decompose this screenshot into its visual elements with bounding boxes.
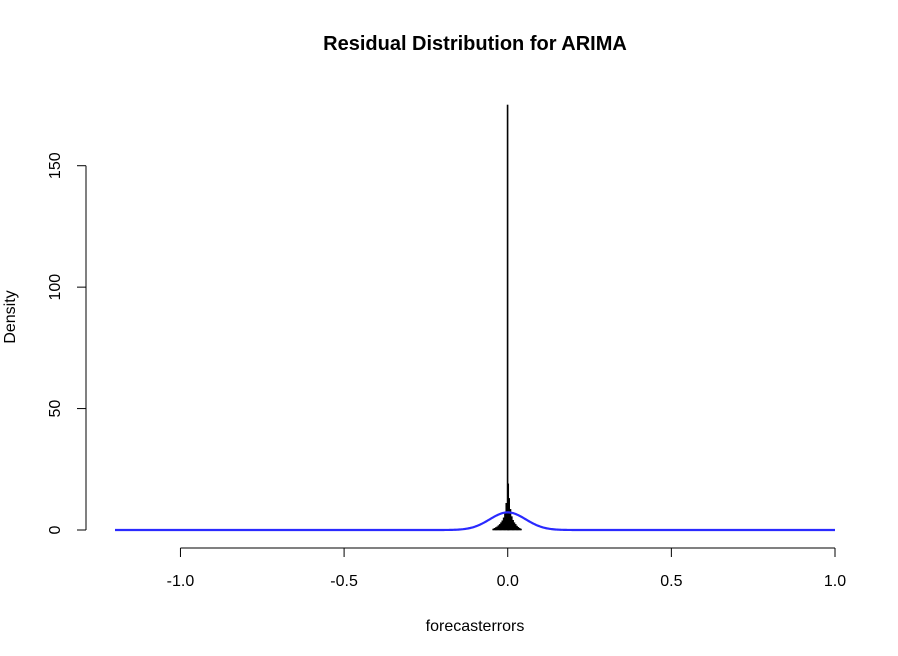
y-axis-tick-label: 150 [47, 152, 64, 179]
x-axis-label: forecasterrors [426, 618, 525, 635]
y-axis: 0 50 100 150 [47, 152, 87, 534]
y-axis-tick-label: 0 [47, 525, 64, 534]
x-axis-tick-label: -0.5 [330, 573, 358, 590]
y-axis-label: Density [2, 290, 19, 343]
x-axis-tick-label: 1.0 [824, 573, 846, 590]
chart-title: Residual Distribution for ARIMA [323, 33, 627, 55]
x-axis-tick-label: 0.0 [497, 573, 519, 590]
normal-density-curve [115, 511, 835, 532]
y-axis-tick-label: 100 [47, 274, 64, 301]
y-axis-tick-label: 50 [47, 400, 64, 418]
histogram-bar [519, 528, 522, 531]
x-axis-tick-label: -1.0 [167, 573, 195, 590]
x-axis: -1.0 -0.5 0.0 0.5 1.0 [167, 547, 846, 590]
histogram-bar [506, 104, 509, 531]
histogram-bars [492, 104, 522, 531]
x-axis-tick-label: 0.5 [660, 573, 682, 590]
